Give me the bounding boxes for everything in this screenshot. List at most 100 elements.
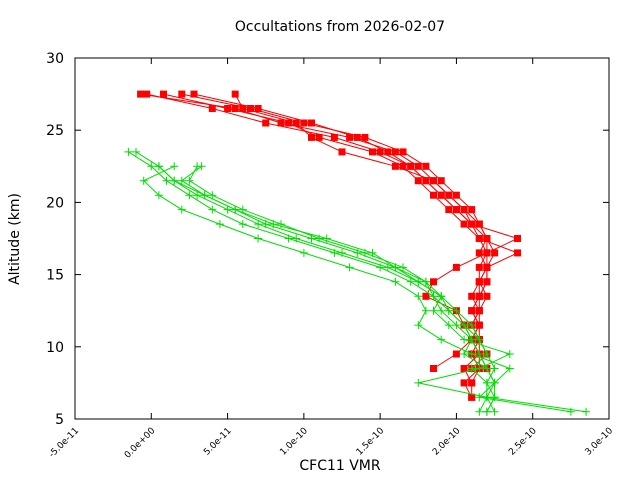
data-point <box>315 133 323 141</box>
data-point <box>254 105 262 112</box>
x-tick-label: 1.5e-10 <box>355 426 387 458</box>
data-point <box>437 191 445 199</box>
data-point <box>422 292 430 300</box>
data-point <box>177 205 186 214</box>
data-point <box>482 407 491 416</box>
data-point <box>452 191 460 199</box>
data-point <box>452 206 460 214</box>
data-point <box>445 206 453 214</box>
data-point <box>177 176 186 185</box>
data-point <box>467 350 476 358</box>
data-point <box>391 277 400 286</box>
data-point <box>231 90 239 98</box>
series-layer <box>124 90 591 416</box>
data-point <box>407 162 415 170</box>
data-point <box>292 119 300 127</box>
data-point <box>231 205 240 214</box>
series-line <box>135 151 587 413</box>
series-line <box>180 165 496 413</box>
data-point <box>384 148 392 156</box>
x-tick-label: 3.0e-10 <box>584 426 616 458</box>
data-point <box>491 249 499 257</box>
data-point <box>369 148 376 156</box>
data-point <box>468 292 476 300</box>
tick-layer: -5.0e-11 0.0e+00 5.0e-11 1.0e-10 1.5e-10 2.0e… <box>46 51 615 461</box>
data-point <box>406 277 415 286</box>
data-point <box>475 263 483 271</box>
data-point <box>154 162 163 171</box>
x-tick-label: 2.0e-10 <box>431 426 463 458</box>
data-point <box>490 407 499 416</box>
data-point <box>452 321 461 330</box>
x-tick-label: 2.5e-10 <box>507 426 539 458</box>
data-point <box>430 365 437 372</box>
data-point <box>414 277 423 286</box>
data-point <box>460 321 469 330</box>
x-tick-label: 5.0e-11 <box>202 426 234 458</box>
data-point <box>483 235 491 242</box>
data-point <box>308 133 315 141</box>
data-point <box>185 176 194 185</box>
data-point <box>399 263 407 272</box>
data-point <box>444 321 453 330</box>
data-point <box>391 263 400 272</box>
data-point <box>147 162 156 171</box>
data-point <box>505 350 514 358</box>
data-point <box>475 278 483 286</box>
data-point <box>475 235 483 242</box>
data-point <box>490 378 499 387</box>
data-point <box>482 393 491 402</box>
data-point <box>460 335 469 344</box>
data-point <box>231 105 239 112</box>
data-point <box>437 177 445 185</box>
data-point <box>200 191 209 200</box>
data-point <box>482 364 491 373</box>
chart-title: Occultations from 2026-02-07 <box>235 19 445 35</box>
data-point <box>208 205 217 214</box>
data-point <box>437 306 446 315</box>
data-point <box>137 90 145 98</box>
data-point <box>262 119 270 127</box>
data-point <box>468 206 476 214</box>
data-point <box>315 234 324 243</box>
data-point <box>414 321 423 330</box>
y-tick-label: 30 <box>46 51 64 67</box>
y-tick-label: 5 <box>55 412 64 428</box>
data-point <box>124 147 133 156</box>
data-point <box>505 364 514 373</box>
data-point <box>277 220 285 229</box>
data-point <box>190 90 198 98</box>
data-point <box>197 162 206 171</box>
y-axis-label: Altitude (km) <box>7 193 23 285</box>
data-point <box>391 162 399 170</box>
data-point <box>437 335 446 344</box>
data-point <box>468 220 476 228</box>
data-point <box>582 407 591 416</box>
data-point <box>170 162 179 171</box>
data-point <box>162 176 171 185</box>
data-point <box>361 133 369 141</box>
data-point <box>383 263 392 272</box>
data-point <box>154 191 163 200</box>
y-tick-label: 20 <box>46 195 64 211</box>
data-point <box>143 90 151 98</box>
y-tick-label: 10 <box>46 340 64 356</box>
data-point <box>468 379 476 387</box>
data-point <box>391 148 399 156</box>
data-point <box>421 277 430 286</box>
data-point <box>475 249 483 257</box>
data-point <box>338 248 346 257</box>
data-point <box>399 148 407 156</box>
data-point <box>475 307 483 315</box>
series-profile-green-4 <box>185 162 499 416</box>
data-point <box>414 162 422 170</box>
data-point <box>460 379 468 387</box>
data-point <box>346 133 354 141</box>
data-point <box>430 278 437 286</box>
data-point <box>193 191 202 200</box>
data-point <box>437 292 446 301</box>
data-point <box>483 278 491 286</box>
data-point <box>475 335 484 344</box>
data-point <box>368 248 377 257</box>
